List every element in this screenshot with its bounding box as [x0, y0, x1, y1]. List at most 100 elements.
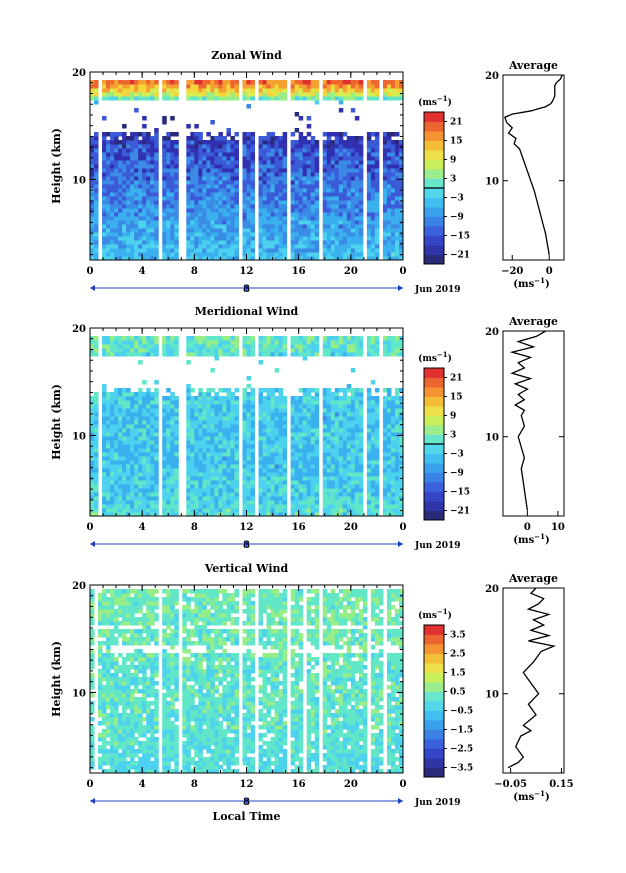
heatmap-cell: [294, 168, 300, 173]
heatmap-cell: [106, 204, 111, 209]
heatmap-cell: [366, 80, 372, 85]
heatmap-cell: [342, 236, 348, 241]
heatmap-cell: [342, 156, 348, 161]
heatmap-cell: [218, 340, 223, 345]
heatmap-cell: [338, 200, 344, 205]
heatmap-cell: [274, 180, 280, 185]
heatmap-cell: [354, 152, 360, 157]
heatmap-cell: [242, 400, 247, 405]
heatmap-cell: [338, 504, 344, 509]
heatmap-cell: [150, 136, 155, 141]
heatmap-cell: [234, 508, 239, 513]
heatmap-cell: [310, 220, 316, 225]
heatmap-cell: [190, 248, 195, 253]
heatmap-cell: [382, 472, 388, 477]
heatmap-cell: [278, 420, 284, 425]
heatmap-cell: [146, 396, 151, 401]
heatmap-cell: [142, 84, 147, 89]
heatmap-cell: [266, 344, 272, 349]
heatmap-cell: [246, 340, 252, 345]
heatmap-cell: [174, 216, 179, 221]
heatmap-cell: [198, 244, 203, 249]
heatmap-cell: [130, 188, 135, 193]
heatmap-cell: [166, 240, 171, 245]
heatmap-cell: [274, 488, 280, 493]
heatmap-cell: [226, 392, 231, 397]
heatmap-cell: [90, 512, 95, 517]
heatmap-cell: [350, 84, 356, 89]
heatmap-cell: [134, 184, 139, 189]
heatmap-cell: [246, 424, 252, 429]
heatmap-cell: [278, 508, 284, 513]
heatmap-cell: [310, 244, 316, 249]
heatmap-cell: [354, 456, 360, 461]
heatmap-cell: [306, 424, 312, 429]
heatmap-cell: [302, 480, 308, 485]
heatmap-cell: [322, 500, 328, 505]
heatmap-cell: [218, 144, 223, 149]
heatmap-cell: [154, 92, 159, 97]
heatmap-cell: [302, 244, 308, 249]
heatmap-cell: [106, 468, 111, 473]
heatmap-cell: [230, 460, 235, 465]
heatmap-cell: [334, 476, 340, 481]
heatmap-cell: [274, 472, 280, 477]
heatmap-cell: [210, 252, 215, 257]
heatmap-cell: [106, 212, 111, 217]
heatmap-cell: [366, 392, 372, 397]
heatmap-cell: [310, 172, 316, 177]
heatmap-cell: [230, 484, 235, 489]
heatmap-cell: [266, 156, 272, 161]
heatmap-cell: [166, 500, 171, 505]
heatmap-cell: [290, 236, 296, 241]
heatmap-cell: [138, 340, 143, 345]
heatmap-cell: [354, 164, 360, 169]
heatmap-cell: [174, 472, 179, 477]
heatmap-cell: [210, 460, 215, 465]
heatmap-cell: [282, 352, 288, 357]
heatmap-cell: [214, 448, 219, 453]
heatmap-cell: [354, 148, 360, 153]
heatmap-cell: [298, 488, 304, 493]
heatmap-cell: [290, 476, 296, 481]
heatmap-cell: [130, 220, 135, 225]
heatmap-cell: [278, 208, 284, 213]
heatmap-cell: [338, 188, 344, 193]
heatmap-cell: [370, 256, 376, 261]
heatmap-cell: [314, 220, 320, 225]
heatmap-cell: [346, 460, 352, 465]
heatmap-cell: [102, 204, 107, 209]
heatmap-cell: [306, 80, 312, 85]
heatmap-cell: [154, 228, 159, 233]
heatmap-cell: [326, 484, 332, 489]
heatmap-cell: [146, 192, 151, 197]
heatmap-cell: [114, 480, 119, 485]
heatmap-cell: [290, 344, 296, 349]
heatmap-cell: [226, 140, 231, 145]
heatmap-cell: [262, 176, 268, 181]
heatmap-cell: [90, 448, 95, 453]
heatmap-cell: [390, 80, 396, 85]
heatmap-cell: [218, 164, 223, 169]
heatmap-cell: [394, 200, 400, 205]
heatmap-cell: [186, 476, 191, 481]
heatmap-cell: [214, 496, 219, 501]
heatmap-cell: [302, 444, 308, 449]
heatmap-cell: [130, 472, 135, 477]
heatmap-cell: [338, 476, 344, 481]
heatmap-cell: [278, 80, 284, 85]
heatmap-cell: [146, 204, 151, 209]
heatmap-cell: [246, 428, 252, 433]
heatmap-cell: [358, 148, 364, 153]
heatmap-cell: [330, 160, 336, 165]
heatmap-cell: [94, 216, 99, 221]
heatmap-cell: [222, 496, 227, 501]
heatmap-cell: [150, 488, 155, 493]
heatmap-cell: [114, 140, 119, 145]
heatmap-cell: [262, 336, 268, 341]
heatmap-cell: [222, 84, 227, 89]
heatmap-cell: [198, 508, 203, 513]
heatmap-cell: [118, 172, 123, 177]
heatmap-cell: [130, 496, 135, 501]
heatmap-cell: [242, 180, 247, 185]
